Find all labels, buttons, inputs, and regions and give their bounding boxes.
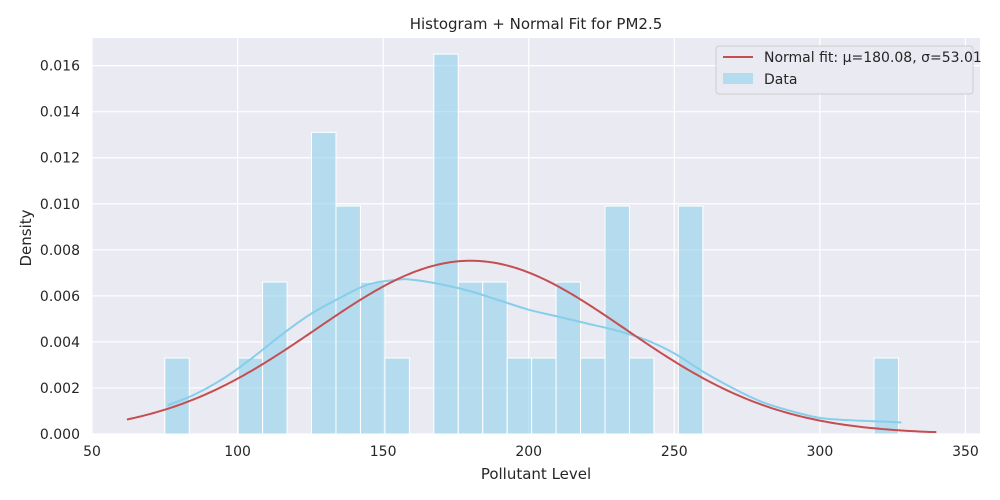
x-tick-label: 200	[515, 444, 542, 460]
y-tick-label: 0.006	[40, 289, 80, 305]
histogram-bar	[482, 281, 508, 435]
legend: Normal fit: μ=180.08, σ=53.01 Data	[715, 45, 982, 95]
x-tick-label: 150	[370, 444, 397, 460]
histogram-bar	[164, 357, 190, 435]
histogram-bar	[311, 131, 337, 435]
y-tick-label: 0.010	[40, 197, 80, 213]
histogram-bar	[677, 205, 704, 435]
histogram-bar	[262, 281, 288, 435]
histogram-bar	[628, 357, 655, 435]
x-tick-label: 50	[83, 444, 101, 460]
kde-curve	[167, 278, 902, 424]
histogram-bar	[237, 357, 264, 435]
y-tick-label: 0.008	[40, 243, 80, 259]
x-axis-label: Pollutant Level	[481, 465, 591, 483]
histogram-bar	[359, 281, 386, 435]
histogram-bar	[384, 357, 410, 435]
histogram-bar	[433, 53, 459, 435]
histogram-bar	[604, 205, 630, 435]
y-axis-label: Density	[17, 209, 35, 266]
x-tick-label: 100	[224, 444, 251, 460]
legend-frame	[715, 45, 974, 95]
y-axis-ticks: 0.000 0.002 0.004 0.006 0.008 0.010 0.012 0.014…	[40, 59, 80, 443]
y-tick-label: 0.012	[40, 151, 80, 167]
x-tick-label: 250	[661, 444, 688, 460]
normal-fit-curve	[126, 259, 937, 434]
histogram-bar	[555, 281, 582, 435]
legend-data-swatch	[723, 73, 753, 84]
histogram-bar	[457, 281, 484, 435]
x-tick-label: 300	[807, 444, 834, 460]
legend-data-label: Data	[764, 72, 797, 88]
histogram-bar	[335, 205, 361, 435]
x-tick-label: 350	[952, 444, 979, 460]
histogram-bar	[506, 357, 533, 435]
chart-title: Histogram + Normal Fit for PM2.5	[410, 15, 663, 33]
x-axis-ticks: 50 100 150 200 250 300 350	[83, 444, 979, 460]
histogram-bar	[531, 357, 557, 435]
y-tick-label: 0.014	[40, 105, 80, 121]
y-tick-label: 0.000	[40, 427, 80, 443]
histogram-bar	[580, 357, 606, 435]
y-tick-label: 0.002	[40, 381, 80, 397]
legend-normal-label: Normal fit: μ=180.08, σ=53.01	[764, 50, 982, 66]
y-tick-label: 0.004	[40, 335, 80, 351]
y-tick-label: 0.016	[40, 59, 80, 75]
histogram-bars	[164, 53, 899, 435]
